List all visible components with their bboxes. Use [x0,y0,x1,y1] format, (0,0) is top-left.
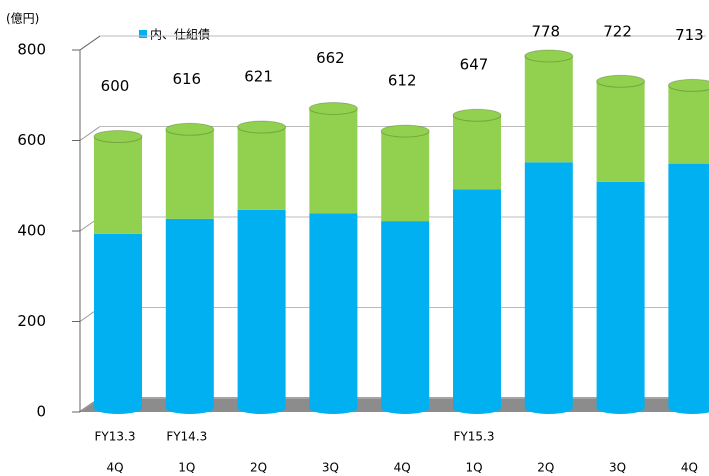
bar [668,85,709,164]
bar [309,108,358,214]
bar-cap [380,124,430,138]
year-label: FY15.3 [454,430,495,444]
bar-cap [93,130,143,143]
x-tick-label: 2Q [250,461,267,475]
y-tick-label: 800 [17,41,46,59]
bar-cap [524,49,574,63]
bar-cap [237,120,287,134]
unit-label: (億円) [6,12,39,26]
bar-cap [308,101,358,115]
bar [381,221,430,408]
bar [453,189,501,408]
y-tick-label: 400 [17,222,46,240]
bar [94,136,142,234]
year-label: FY14.3 [166,430,207,444]
x-tick-label: 1Q [178,461,195,475]
bar [524,162,573,408]
axis-line [79,35,101,51]
y-tick-label: 600 [17,131,46,149]
data-label: 662 [316,49,345,67]
bar [309,213,358,408]
x-tick-label: 4Q [106,461,123,475]
bar [165,129,214,219]
bar [381,131,430,222]
data-label: 647 [460,56,489,74]
bar [668,163,709,408]
bar-cap [165,122,215,136]
x-tick-label: 3Q [322,461,339,475]
x-tick-label: 3Q [609,461,626,475]
bar-cap [667,78,709,92]
bar [596,81,645,182]
bar [453,115,501,190]
bar [237,209,286,408]
x-tick-label: 1Q [465,461,482,475]
legend-label: 内、仕組債 [150,27,210,42]
year-label: FY13.3 [95,430,136,444]
y-tick-label: 200 [17,312,46,330]
legend-swatch [139,30,147,38]
x-tick-label: 4Q [394,461,411,475]
bar-cap [452,108,502,122]
data-label: 612 [388,72,417,90]
grid-line [79,126,101,141]
data-label: 621 [244,67,273,85]
bar [596,181,645,408]
y-tick-label: 0 [36,403,46,421]
bar [524,55,573,163]
bar [165,218,214,408]
data-label: 600 [101,77,130,95]
data-label: 722 [603,23,632,41]
data-label: 616 [172,70,201,88]
x-tick-label: 4Q [681,461,698,475]
data-label: 713 [675,26,704,44]
bar [94,233,142,408]
bar-cap [596,74,646,88]
x-tick-label: 2Q [537,461,554,475]
bar [237,126,286,210]
data-label: 778 [531,23,560,41]
